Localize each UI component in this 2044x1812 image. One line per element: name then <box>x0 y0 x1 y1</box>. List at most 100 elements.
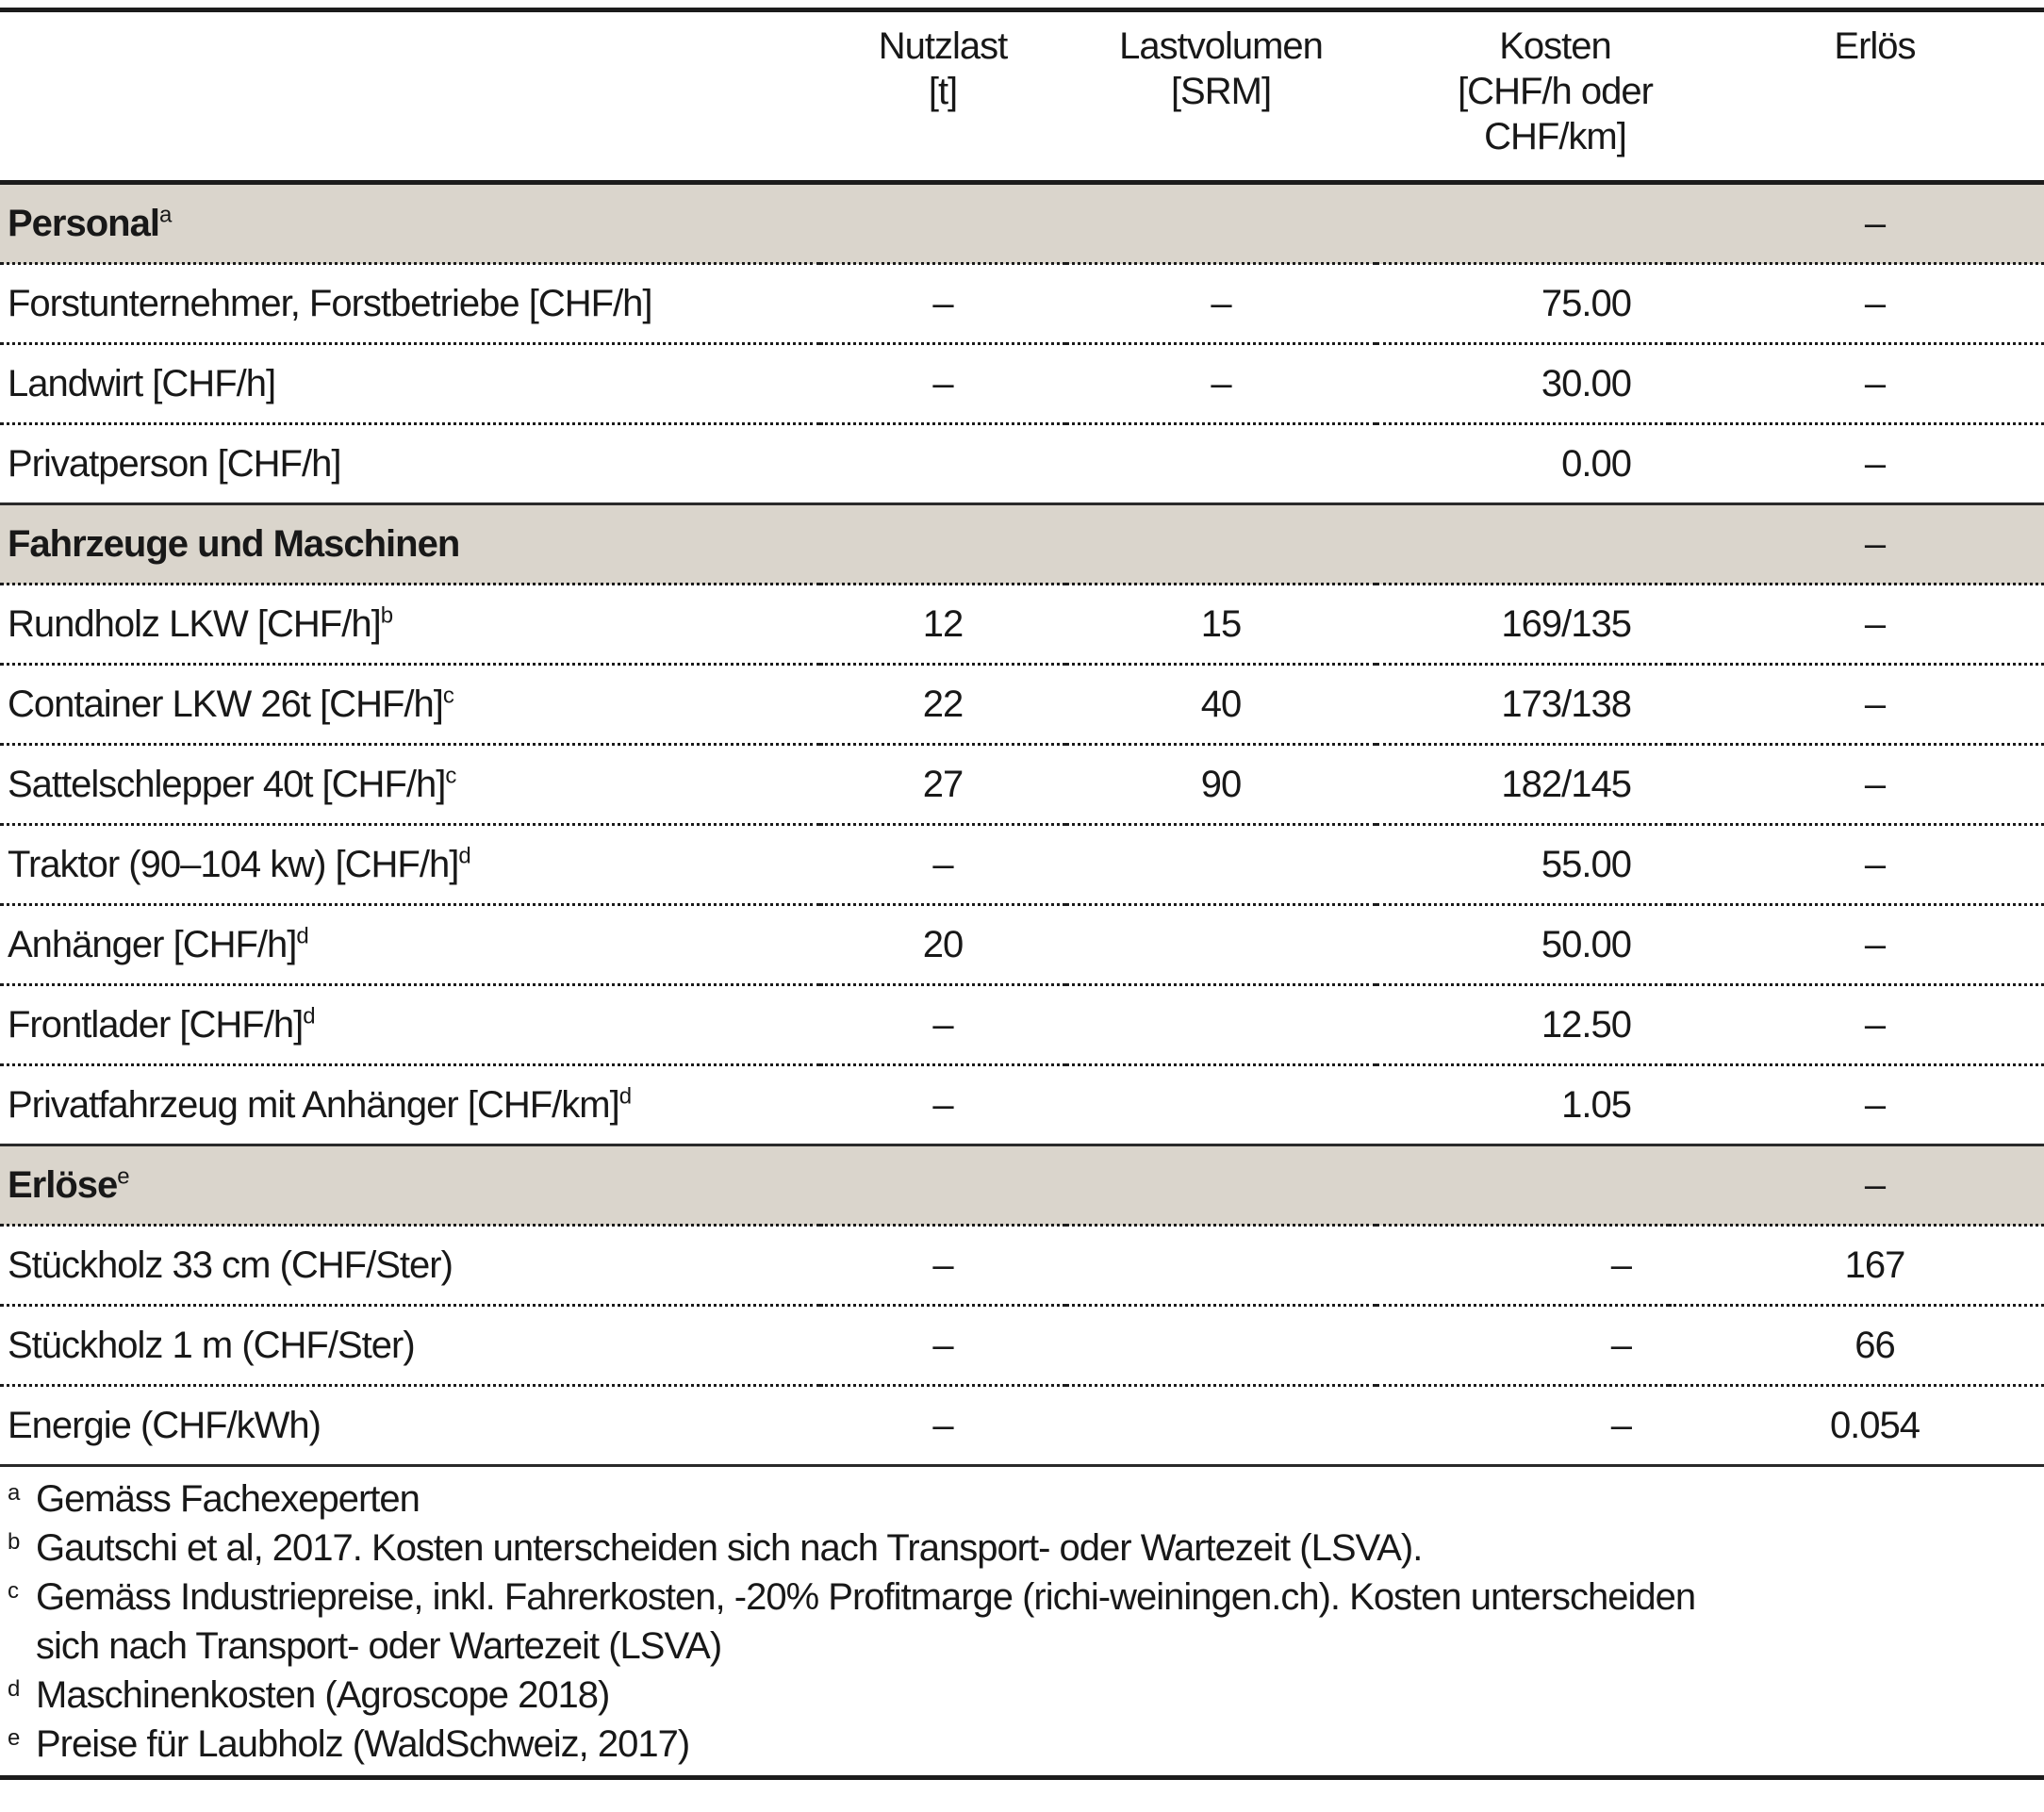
footnote-e: e Preise für Laubholz (WaldSchweiz, 2017… <box>0 1720 2044 1769</box>
cell-erloes: – <box>1669 181 2044 265</box>
cell-kosten: 55.00 <box>1376 824 1669 906</box>
cell-erloes: – <box>1669 502 2044 585</box>
cell-kosten: 169/135 <box>1376 584 1669 666</box>
cell-nutzlast <box>820 423 1065 505</box>
cell-erloes: – <box>1669 343 2044 425</box>
footnote-text: Gautschi et al, 2017. Kosten unterscheid… <box>36 1527 1423 1569</box>
cell-label: Frontlader [CHF/h]d <box>0 984 820 1066</box>
cell-kosten: – <box>1376 1305 1669 1387</box>
footnote-marker: d <box>618 1083 632 1110</box>
cell-erloes: 0.054 <box>1669 1385 2044 1467</box>
cell-erloes: – <box>1669 1144 2044 1227</box>
cell-label: Forstunternehmer, Forstbetriebe [CHF/h] <box>0 263 820 345</box>
table-row-landwirt: Landwirt [CHF/h] – – 30.00 – <box>0 343 2044 425</box>
section-label: Fahrzeuge und Maschinen <box>0 502 1669 585</box>
cell-lastvolumen: 15 <box>1065 584 1376 666</box>
table-row-stueckholz-33cm: Stückholz 33 cm (CHF/Ster) – – 167 <box>0 1225 2044 1307</box>
cell-lastvolumen <box>1065 1385 1376 1467</box>
footnote-marker: e <box>8 1725 20 1751</box>
cost-revenue-table: Nutzlast [t] Lastvolumen [SRM] Kosten [C… <box>0 8 2044 1467</box>
cell-lastvolumen <box>1065 824 1376 906</box>
table-row-container-lkw: Container LKW 26t [CHF/h]c 22 40 173/138… <box>0 664 2044 746</box>
cell-erloes: 167 <box>1669 1225 2044 1307</box>
header-nutzlast: Nutzlast [t] <box>820 9 1065 185</box>
cell-nutzlast: – <box>820 1064 1065 1146</box>
table-row-forstunternehmer: Forstunternehmer, Forstbetriebe [CHF/h] … <box>0 263 2044 345</box>
cell-kosten: 1.05 <box>1376 1064 1669 1146</box>
footnote-marker: a <box>158 202 172 228</box>
footnote-a: a Gemäss Fachexeperten <box>0 1474 2044 1524</box>
cell-nutzlast: 12 <box>820 584 1065 666</box>
cell-lastvolumen <box>1065 904 1376 986</box>
cell-kosten: 12.50 <box>1376 984 1669 1066</box>
cell-nutzlast: – <box>820 1385 1065 1467</box>
cell-label: Stückholz 33 cm (CHF/Ster) <box>0 1225 820 1307</box>
table-row-stueckholz-1m: Stückholz 1 m (CHF/Ster) – – 66 <box>0 1305 2044 1387</box>
cell-label: Energie (CHF/kWh) <box>0 1385 820 1467</box>
cell-erloes: – <box>1669 904 2044 986</box>
cell-erloes: 66 <box>1669 1305 2044 1387</box>
cell-lastvolumen: – <box>1065 263 1376 345</box>
header-erloes: Erlös <box>1669 9 2044 185</box>
footnote-c: c Gemäss Industriepreise, inkl. Fahrerko… <box>0 1573 2044 1671</box>
footnote-text: Gemäss Fachexeperten <box>36 1478 420 1520</box>
cell-lastvolumen <box>1065 1064 1376 1146</box>
header-lastvolumen: Lastvolumen [SRM] <box>1065 9 1376 185</box>
cell-nutzlast: – <box>820 1225 1065 1307</box>
footnote-marker: c <box>445 763 456 789</box>
section-row-fahrzeuge-und-maschinen: Fahrzeuge und Maschinen – <box>0 502 2044 585</box>
footnote-marker: b <box>8 1529 20 1555</box>
cell-erloes: – <box>1669 664 2044 746</box>
cell-nutzlast: – <box>820 263 1065 345</box>
cell-nutzlast: – <box>820 824 1065 906</box>
section-row-personal: Personala – <box>0 181 2044 265</box>
table-bottom-rule <box>0 1775 2044 1780</box>
table-row-rundholz-lkw: Rundholz LKW [CHF/h]b 12 15 169/135 – <box>0 584 2044 666</box>
table-row-traktor: Traktor (90–104 kw) [CHF/h]d – 55.00 – <box>0 824 2044 906</box>
footnotes: a Gemäss Fachexeperten b Gautschi et al,… <box>0 1467 2044 1775</box>
header-kosten: Kosten [CHF/h oder CHF/km] <box>1376 9 1669 185</box>
cell-label: Traktor (90–104 kw) [CHF/h]d <box>0 824 820 906</box>
table-row-privatperson: Privatperson [CHF/h] 0.00 – <box>0 423 2044 505</box>
cell-erloes: – <box>1669 824 2044 906</box>
cell-lastvolumen: 90 <box>1065 744 1376 826</box>
cell-nutzlast: 22 <box>820 664 1065 746</box>
cell-nutzlast: – <box>820 343 1065 425</box>
cell-label: Rundholz LKW [CHF/h]b <box>0 584 820 666</box>
footnote-marker: d <box>8 1676 20 1702</box>
footnote-marker: c <box>442 683 454 709</box>
footnote-marker: e <box>117 1163 130 1190</box>
table-row-energie: Energie (CHF/kWh) – – 0.054 <box>0 1385 2044 1467</box>
cell-label: Landwirt [CHF/h] <box>0 343 820 425</box>
footnote-marker: a <box>8 1480 20 1506</box>
cell-erloes: – <box>1669 744 2044 826</box>
footnote-b: b Gautschi et al, 2017. Kosten untersche… <box>0 1524 2044 1573</box>
cell-kosten: 75.00 <box>1376 263 1669 345</box>
footnote-marker: d <box>303 1003 316 1030</box>
footnote-marker: d <box>458 843 471 869</box>
footnote-marker: d <box>296 923 309 949</box>
cell-kosten: 173/138 <box>1376 664 1669 746</box>
cell-lastvolumen: 40 <box>1065 664 1376 746</box>
header-item <box>0 9 820 185</box>
cell-lastvolumen: – <box>1065 343 1376 425</box>
table-row-privatfahrzeug: Privatfahrzeug mit Anhänger [CHF/km]d – … <box>0 1064 2044 1146</box>
cell-label: Privatperson [CHF/h] <box>0 423 820 505</box>
cell-kosten: 30.00 <box>1376 343 1669 425</box>
footnote-marker: c <box>8 1578 19 1604</box>
cell-label: Anhänger [CHF/h]d <box>0 904 820 986</box>
section-row-erloese: Erlösee – <box>0 1144 2044 1227</box>
cell-nutzlast: 20 <box>820 904 1065 986</box>
footnote-marker: b <box>380 602 393 629</box>
cell-label: Stückholz 1 m (CHF/Ster) <box>0 1305 820 1387</box>
cell-lastvolumen <box>1065 1225 1376 1307</box>
cell-kosten: 50.00 <box>1376 904 1669 986</box>
footnote-text: Preise für Laubholz (WaldSchweiz, 2017) <box>36 1723 690 1765</box>
cell-lastvolumen <box>1065 984 1376 1066</box>
cell-label: Container LKW 26t [CHF/h]c <box>0 664 820 746</box>
cell-lastvolumen <box>1065 423 1376 505</box>
cell-erloes: – <box>1669 263 2044 345</box>
cell-nutzlast: – <box>820 984 1065 1066</box>
table-row-frontlader: Frontlader [CHF/h]d – 12.50 – <box>0 984 2044 1066</box>
